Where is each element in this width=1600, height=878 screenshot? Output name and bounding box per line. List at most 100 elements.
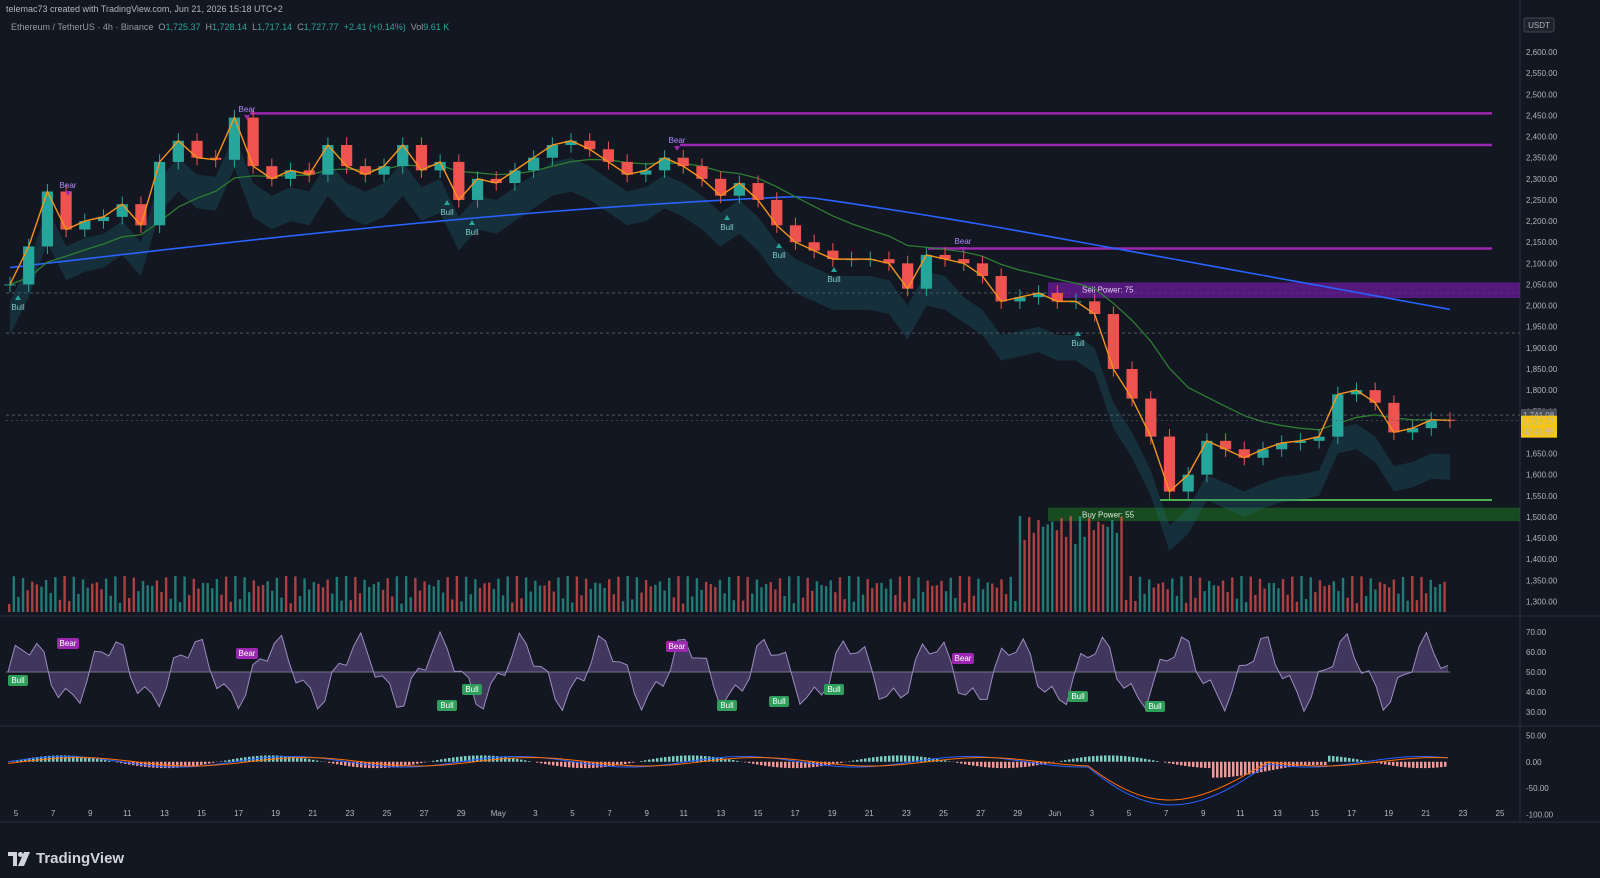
candle-body[interactable] [696, 166, 708, 179]
volume-bar [820, 584, 823, 612]
candle-body[interactable] [97, 216, 110, 222]
volume-bar [1074, 543, 1077, 612]
candle-body[interactable] [490, 178, 502, 184]
currency-box[interactable] [1523, 17, 1555, 33]
candle-body[interactable] [1406, 428, 1419, 433]
candle-body[interactable] [79, 221, 91, 230]
candle-body[interactable] [1294, 440, 1306, 443]
volume-bar [871, 588, 874, 612]
candle-body[interactable] [789, 225, 802, 243]
candle-body[interactable] [621, 161, 633, 175]
candle-body[interactable] [284, 170, 297, 179]
candle-body[interactable] [116, 204, 128, 217]
candle-body[interactable] [584, 140, 596, 150]
candle-body[interactable] [715, 178, 727, 196]
candle-body[interactable] [1313, 436, 1325, 441]
candle-body[interactable] [1257, 449, 1269, 458]
macd-histogram-bar [1040, 761, 1043, 765]
candle-body[interactable] [1182, 474, 1194, 492]
candle-body[interactable] [546, 145, 558, 158]
candle-body[interactable] [397, 145, 409, 167]
volume-bar [958, 576, 962, 612]
candle-body[interactable] [1051, 292, 1063, 302]
candle-body[interactable] [359, 166, 371, 175]
candle-body[interactable] [378, 166, 390, 175]
candle-body[interactable] [752, 183, 764, 200]
candle-body[interactable] [1276, 442, 1288, 450]
macd-signal-line [7, 757, 1449, 801]
candle-body[interactable] [247, 117, 259, 167]
candle-body[interactable] [771, 199, 783, 226]
candle-body[interactable] [1014, 297, 1026, 302]
candle-body[interactable] [827, 250, 839, 260]
macd-histogram-bar [208, 761, 211, 764]
candle-body[interactable] [135, 204, 147, 226]
macd-histogram-bar [544, 761, 547, 765]
macd-histogram-bar [72, 755, 75, 762]
candle-body[interactable] [23, 246, 35, 285]
macd-histogram-bar [748, 761, 751, 764]
macd-histogram-bar [700, 755, 703, 762]
candle-body[interactable] [883, 259, 895, 264]
candle-body[interactable] [1238, 449, 1250, 458]
volume-bar [875, 583, 879, 612]
candle-body[interactable] [266, 166, 278, 179]
candle-body[interactable] [677, 157, 689, 167]
tradingview-logo[interactable]: TradingView [8, 850, 124, 867]
candle-body[interactable] [453, 161, 465, 200]
candle-body[interactable] [415, 145, 428, 171]
macd-histogram-bar [824, 761, 827, 766]
candle-body[interactable] [60, 191, 72, 230]
candle-body[interactable] [154, 161, 166, 226]
candle-body[interactable] [1107, 314, 1119, 369]
candle-body[interactable] [1425, 419, 1437, 429]
candle-body[interactable] [1201, 440, 1213, 475]
candle-body[interactable] [1126, 368, 1138, 399]
candle-body[interactable] [303, 170, 315, 175]
candle-body[interactable] [1032, 292, 1045, 298]
candle-body[interactable] [1089, 301, 1101, 315]
candle-body[interactable] [228, 117, 241, 160]
volume-bar [100, 589, 103, 612]
candle-body[interactable] [1332, 394, 1344, 437]
candle-body[interactable] [341, 145, 353, 167]
candle-body[interactable] [602, 149, 615, 162]
candle-body[interactable] [4, 284, 16, 286]
candle-body[interactable] [471, 178, 484, 200]
candle-body[interactable] [976, 263, 989, 277]
candle-body[interactable] [920, 254, 932, 289]
candle-body[interactable] [995, 276, 1007, 302]
macd-histogram-bar [1208, 761, 1211, 769]
candle-body[interactable] [1369, 390, 1381, 403]
volume-bar [598, 583, 602, 612]
candle-body[interactable] [808, 242, 820, 251]
candle-body[interactable] [1163, 436, 1176, 492]
candle-body[interactable] [1219, 440, 1232, 450]
oscillator-bull-badge [717, 700, 737, 711]
candle-body[interactable] [528, 157, 540, 171]
candle-body[interactable] [733, 183, 745, 196]
candle-body[interactable] [640, 170, 652, 175]
candle-body[interactable] [658, 157, 671, 171]
candle-body[interactable] [958, 259, 970, 264]
macd-histogram-bar [908, 755, 911, 762]
candle-body[interactable] [1388, 402, 1400, 433]
candle-body[interactable] [509, 170, 521, 184]
candle-body[interactable] [322, 145, 334, 175]
candle-body[interactable] [1145, 398, 1157, 437]
macd-histogram-bar [292, 756, 295, 762]
candle-body[interactable] [565, 140, 577, 146]
candle-body[interactable] [434, 161, 446, 171]
candle-body[interactable] [1350, 390, 1363, 395]
volume-bar [1231, 577, 1234, 612]
symbol-name[interactable]: Ethereum / TetherUS · 4h · Binance [11, 22, 154, 32]
candle-body[interactable] [41, 191, 54, 247]
candle-body[interactable] [191, 140, 203, 158]
candle-body[interactable] [939, 254, 951, 260]
volume-bar [778, 578, 782, 612]
trading-chart[interactable]: USDT 2,600.00 2,550.00 2,500.00 2,450.00 2,40… [0, 0, 1600, 838]
volume-bar [243, 577, 246, 612]
candle-body[interactable] [172, 140, 184, 162]
volume-bar [340, 600, 343, 612]
candle-body[interactable] [902, 263, 914, 289]
